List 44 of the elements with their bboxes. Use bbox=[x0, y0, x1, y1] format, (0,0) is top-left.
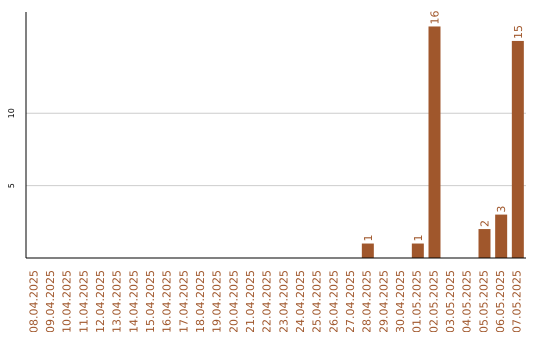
x-tick-label: 30.04.2025 bbox=[394, 270, 408, 333]
x-tick-label: 09.04.2025 bbox=[44, 270, 58, 333]
x-tick-label: 11.04.2025 bbox=[77, 270, 90, 333]
x-tick-label: 23.04.2025 bbox=[277, 270, 290, 333]
x-tick-label: 29.04.2025 bbox=[377, 270, 390, 333]
x-tick-label: 17.04.2025 bbox=[177, 270, 190, 333]
bar bbox=[478, 229, 490, 258]
x-tick-label: 07.05.2025 bbox=[510, 270, 524, 333]
x-tick-label: 24.04.2025 bbox=[294, 270, 308, 333]
x-tick-label: 18.04.2025 bbox=[194, 270, 208, 333]
x-tick-label: 01.05.2025 bbox=[410, 270, 424, 333]
bar bbox=[512, 40, 524, 258]
x-tick-label: 27.04.2025 bbox=[344, 270, 358, 333]
y-tick-label: 10 bbox=[7, 108, 16, 118]
x-tick-label: 19.04.2025 bbox=[210, 270, 224, 333]
x-tick-label: 21.04.2025 bbox=[244, 270, 258, 333]
bar bbox=[362, 244, 374, 258]
x-tick-label: 05.05.2025 bbox=[477, 270, 490, 333]
y-tick-label: 5 bbox=[7, 183, 16, 188]
x-tick-label: 25.04.2025 bbox=[310, 270, 324, 333]
data-label: 16 bbox=[428, 10, 442, 24]
x-tick-label: 14.04.2025 bbox=[127, 270, 140, 333]
x-tick-label: 15.04.2025 bbox=[144, 270, 158, 333]
x-tick-label: 20.04.2025 bbox=[227, 270, 240, 333]
bar bbox=[495, 214, 508, 258]
data-label: 1 bbox=[412, 234, 425, 242]
x-tick-label: 22.04.2025 bbox=[260, 270, 274, 333]
data-label: 15 bbox=[512, 24, 525, 39]
x-tick-label: 06.05.2025 bbox=[494, 270, 508, 333]
data-label: 3 bbox=[495, 206, 508, 213]
x-tick-label: 03.05.2025 bbox=[444, 270, 458, 333]
x-tick-label: 28.04.2025 bbox=[360, 270, 374, 333]
x-tick-label: 10.04.2025 bbox=[60, 270, 74, 333]
x-tick-label: 02.05.2025 bbox=[427, 270, 440, 333]
x-tick-label: 04.05.2025 bbox=[460, 270, 474, 333]
bar bbox=[428, 26, 440, 258]
data-label: 1 bbox=[362, 234, 375, 242]
x-tick-label: 12.04.2025 bbox=[94, 270, 108, 333]
data-label: 2 bbox=[478, 220, 492, 228]
x-tick-label: 16.04.2025 bbox=[160, 270, 174, 333]
x-tick-label: 13.04.2025 bbox=[110, 270, 124, 333]
x-tick-label: 08.04.2025 bbox=[27, 270, 40, 333]
x-tick-label: 26.04.2025 bbox=[327, 270, 340, 333]
bar bbox=[412, 244, 424, 258]
